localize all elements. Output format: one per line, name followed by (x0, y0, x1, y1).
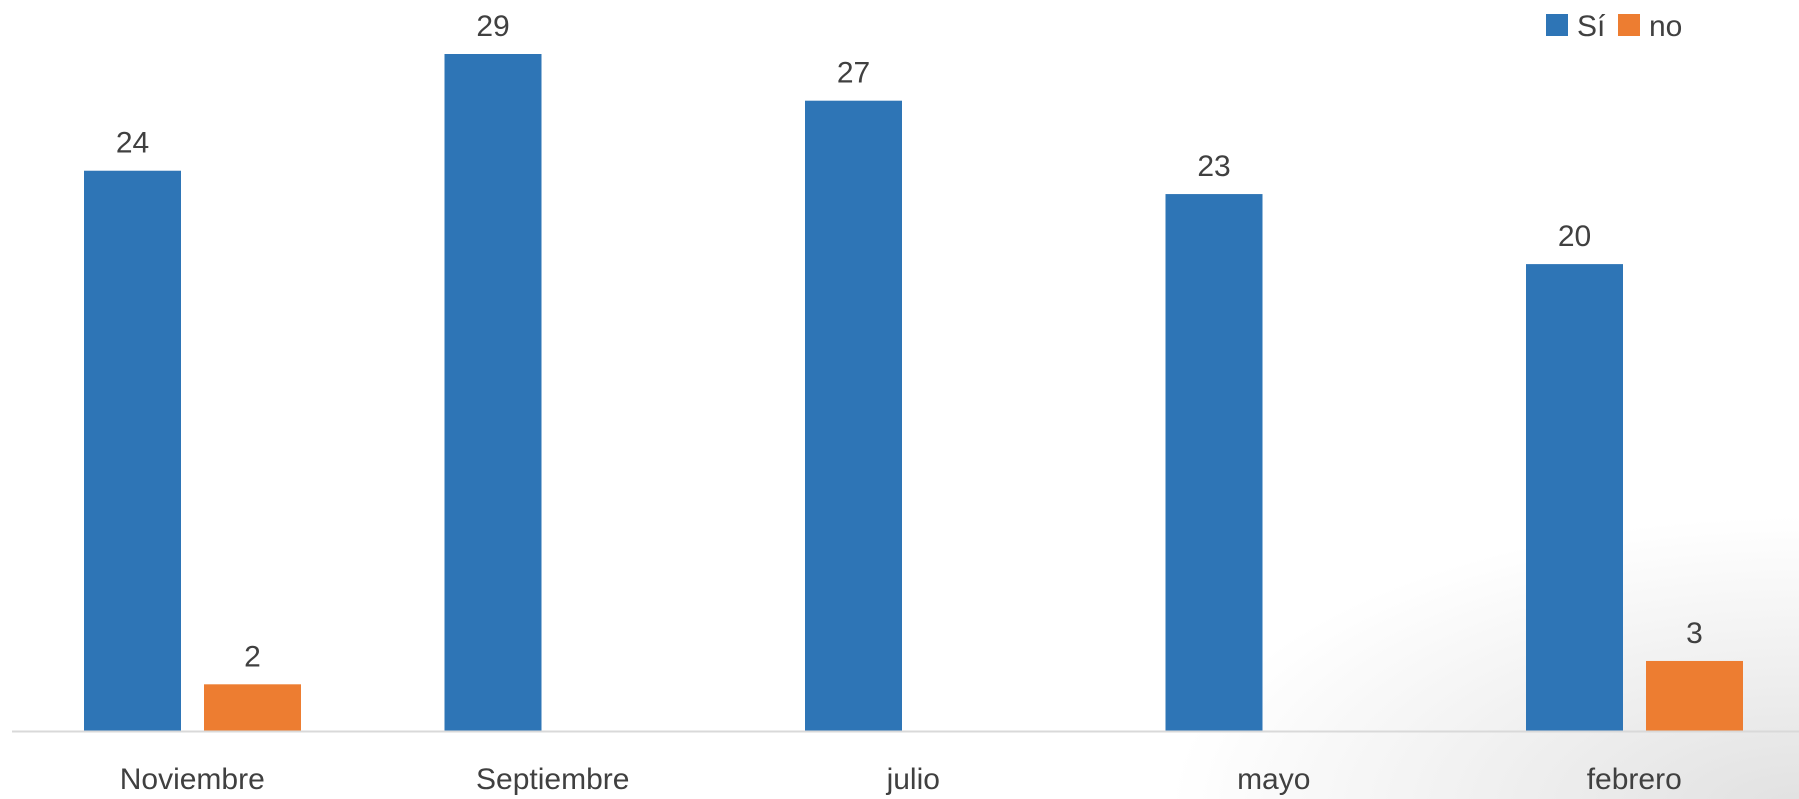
legend-swatch-no (1618, 14, 1640, 36)
legend-label-si: Sí (1577, 10, 1606, 43)
bar-si-septiembre (444, 54, 542, 731)
x-tick-labels-layer: Noviembre Septiembre julio mayo febrero (120, 763, 1682, 796)
data-label-si-septiembre: 29 (476, 10, 509, 43)
bar-si-mayo (1165, 194, 1263, 731)
x-tick-label-mayo: mayo (1237, 763, 1310, 796)
x-tick-label-noviembre: Noviembre (120, 763, 265, 796)
x-tick-label-septiembre: Septiembre (476, 763, 629, 796)
x-tick-label-julio: julio (886, 763, 940, 796)
data-label-si-febrero: 20 (1558, 220, 1591, 253)
data-label-si-julio: 27 (837, 57, 870, 90)
legend-label-no: no (1649, 10, 1682, 43)
bar-si-febrero (1526, 264, 1623, 731)
data-label-no-febrero: 3 (1686, 617, 1703, 650)
x-tick-label-febrero: febrero (1587, 763, 1682, 796)
legend-swatch-si (1546, 14, 1568, 36)
legend: Sí no (1546, 10, 1682, 43)
bars-layer (84, 54, 1743, 732)
data-labels-layer: 24 2 29 27 23 20 3 (116, 10, 1703, 673)
data-label-si-mayo: 23 (1197, 150, 1230, 183)
data-label-si-noviembre: 24 (116, 127, 149, 160)
bar-si-noviembre (84, 170, 181, 732)
bar-no-noviembre (204, 684, 301, 731)
data-label-no-noviembre: 2 (244, 640, 261, 673)
bar-si-julio (805, 100, 902, 732)
bar-no-febrero (1646, 660, 1743, 731)
